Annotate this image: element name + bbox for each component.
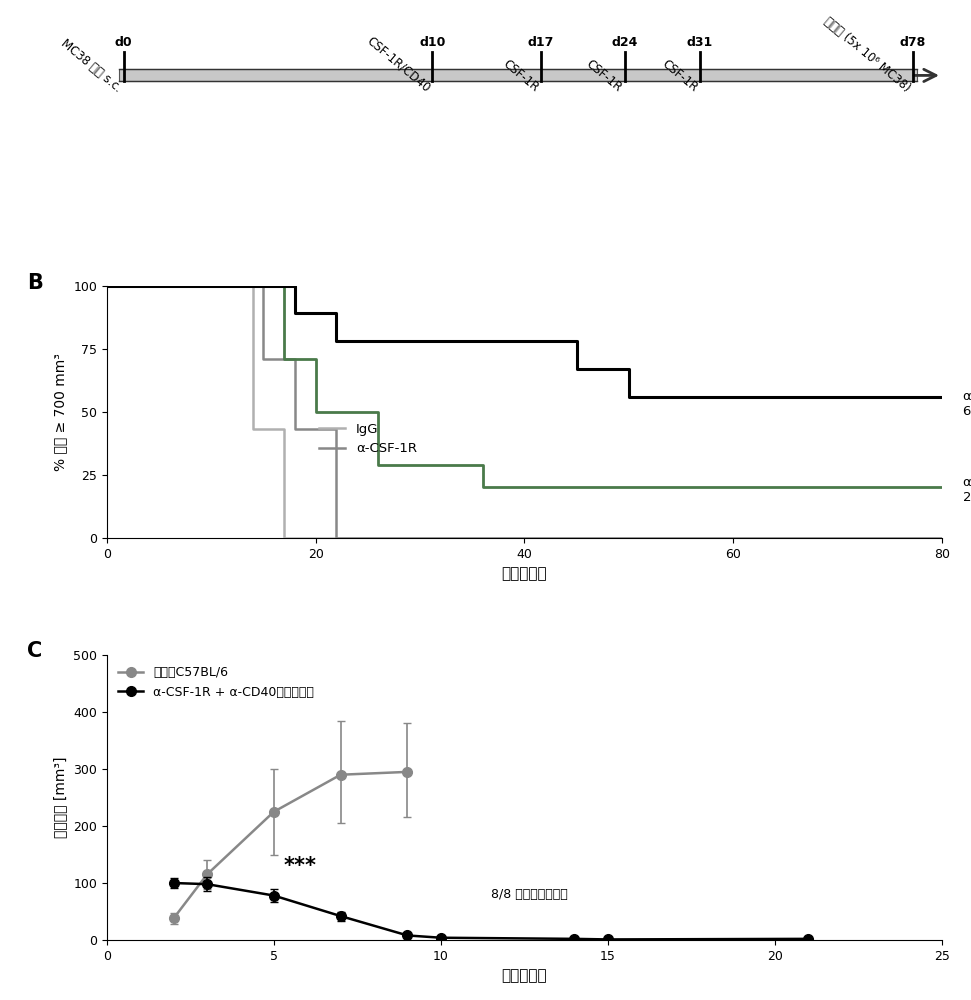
Text: MC38 接种 s.c.: MC38 接种 s.c. (58, 37, 123, 95)
Y-axis label: 肿瘤体积 [mm³]: 肿瘤体积 [mm³] (53, 757, 68, 838)
X-axis label: 接种后天数: 接种后天数 (502, 566, 547, 581)
Text: CSF-1R: CSF-1R (659, 58, 700, 95)
Text: 2/8 无肿瘤: 2/8 无肿瘤 (963, 491, 971, 504)
Text: B: B (27, 273, 44, 293)
Text: α-CD40: α-CD40 (963, 476, 971, 489)
Text: CSF-1R: CSF-1R (500, 58, 541, 95)
Text: 再攻击 (5x 10⁶ MC38): 再攻击 (5x 10⁶ MC38) (821, 15, 913, 95)
Text: d78: d78 (899, 36, 925, 49)
Text: CSF-1R/CD40: CSF-1R/CD40 (364, 34, 432, 95)
Bar (119, 69, 917, 81)
Text: C: C (27, 641, 43, 661)
Text: d24: d24 (612, 36, 638, 49)
X-axis label: 接种后天数: 接种后天数 (502, 968, 547, 983)
Text: d0: d0 (115, 36, 132, 49)
Y-axis label: % 进展 ≥ 700 mm³: % 进展 ≥ 700 mm³ (53, 353, 68, 471)
Text: d31: d31 (686, 36, 713, 49)
Text: CSF-1R: CSF-1R (584, 58, 624, 95)
Text: ***: *** (285, 856, 318, 876)
Legend: IgG, α-CSF-1R: IgG, α-CSF-1R (314, 418, 422, 461)
Text: d17: d17 (528, 36, 554, 49)
Text: 6/9 无肿瘤: 6/9 无肿瘤 (963, 405, 971, 418)
Legend: 无处理C57BL/6, α-CSF-1R + α-CD40之后无肿瘤: 无处理C57BL/6, α-CSF-1R + α-CD40之后无肿瘤 (113, 661, 318, 704)
Text: α-CSF-1R + α-CD40: α-CSF-1R + α-CD40 (963, 390, 971, 403)
Text: 8/8 排斥第二次肿瘤: 8/8 排斥第二次肿瘤 (491, 888, 568, 901)
Text: A: A (52, 0, 69, 2)
Text: d10: d10 (419, 36, 446, 49)
